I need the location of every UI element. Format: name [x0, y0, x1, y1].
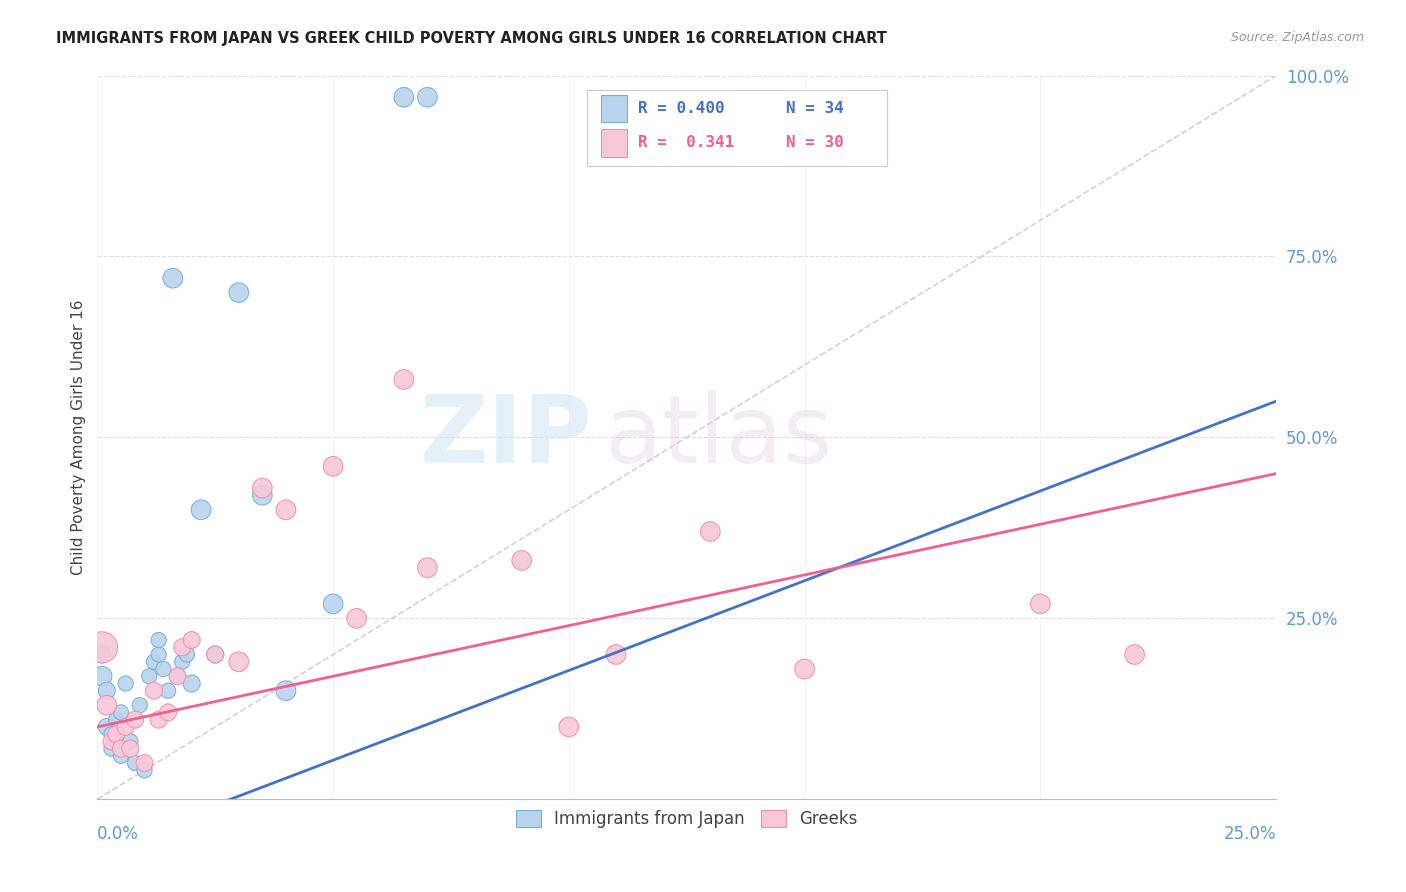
Point — [152, 662, 174, 676]
Point — [100, 734, 122, 748]
FancyBboxPatch shape — [600, 129, 627, 157]
Point — [558, 720, 581, 734]
Point — [252, 488, 274, 502]
Point — [134, 764, 156, 778]
Point — [124, 756, 146, 770]
Point — [96, 698, 118, 713]
Point — [114, 676, 136, 690]
Point — [100, 727, 122, 741]
Text: N = 34: N = 34 — [786, 101, 844, 116]
Y-axis label: Child Poverty Among Girls Under 16: Child Poverty Among Girls Under 16 — [72, 300, 86, 575]
Text: Source: ZipAtlas.com: Source: ZipAtlas.com — [1230, 31, 1364, 45]
Text: atlas: atlas — [605, 392, 832, 483]
Point — [322, 459, 344, 474]
Point — [162, 271, 184, 285]
Point — [172, 640, 194, 655]
Point — [392, 90, 415, 104]
Point — [96, 683, 118, 698]
Point — [274, 683, 297, 698]
Point — [190, 502, 212, 516]
Text: ZIP: ZIP — [419, 392, 592, 483]
Point — [228, 285, 250, 300]
Point — [1029, 597, 1052, 611]
Point — [172, 655, 194, 669]
Legend: Immigrants from Japan, Greeks: Immigrants from Japan, Greeks — [509, 803, 865, 834]
Point — [105, 713, 128, 727]
Point — [148, 713, 170, 727]
Point — [110, 748, 132, 763]
Point — [157, 683, 180, 698]
Text: R =  0.341: R = 0.341 — [638, 136, 735, 151]
Point — [346, 611, 368, 625]
Point — [180, 633, 202, 648]
Point — [110, 741, 132, 756]
Point — [180, 676, 202, 690]
Point — [124, 713, 146, 727]
Point — [176, 648, 198, 662]
Point — [699, 524, 721, 539]
Point — [228, 655, 250, 669]
Point — [114, 720, 136, 734]
Point — [252, 481, 274, 495]
Point — [392, 372, 415, 386]
FancyBboxPatch shape — [586, 90, 887, 166]
Point — [91, 640, 114, 655]
Point — [1123, 648, 1146, 662]
Point — [510, 553, 533, 567]
Point — [120, 734, 142, 748]
Point — [793, 662, 815, 676]
Point — [166, 669, 188, 683]
Point — [166, 669, 188, 683]
Point — [142, 683, 165, 698]
Point — [134, 756, 156, 770]
Point — [105, 734, 128, 748]
Text: 25.0%: 25.0% — [1223, 824, 1277, 843]
Point — [416, 560, 439, 574]
Point — [605, 648, 627, 662]
Point — [274, 502, 297, 516]
Point — [138, 669, 160, 683]
Point — [142, 655, 165, 669]
Point — [100, 741, 122, 756]
Text: 0.0%: 0.0% — [97, 824, 139, 843]
Point — [148, 633, 170, 648]
Point — [322, 597, 344, 611]
Point — [204, 648, 226, 662]
Text: N = 30: N = 30 — [786, 136, 844, 151]
Point — [148, 648, 170, 662]
Text: R = 0.400: R = 0.400 — [638, 101, 725, 116]
Point — [105, 727, 128, 741]
Point — [91, 648, 114, 662]
Point — [416, 90, 439, 104]
Point — [110, 706, 132, 720]
Point — [157, 706, 180, 720]
Text: IMMIGRANTS FROM JAPAN VS GREEK CHILD POVERTY AMONG GIRLS UNDER 16 CORRELATION CH: IMMIGRANTS FROM JAPAN VS GREEK CHILD POV… — [56, 31, 887, 46]
Point — [120, 741, 142, 756]
Point — [96, 720, 118, 734]
Point — [91, 669, 114, 683]
Point — [128, 698, 150, 713]
Point — [204, 648, 226, 662]
FancyBboxPatch shape — [600, 95, 627, 122]
